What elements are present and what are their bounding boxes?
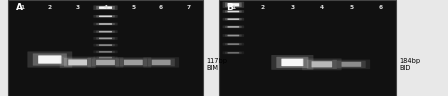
FancyBboxPatch shape — [88, 57, 124, 68]
FancyBboxPatch shape — [93, 30, 117, 33]
FancyBboxPatch shape — [332, 60, 370, 69]
Text: 6: 6 — [379, 5, 383, 10]
FancyBboxPatch shape — [33, 53, 67, 66]
FancyBboxPatch shape — [225, 43, 241, 45]
FancyBboxPatch shape — [96, 6, 115, 9]
Text: A: A — [16, 3, 23, 12]
FancyBboxPatch shape — [223, 26, 244, 28]
Text: 1: 1 — [20, 5, 24, 10]
Text: 2: 2 — [261, 5, 265, 10]
FancyBboxPatch shape — [99, 38, 112, 39]
FancyBboxPatch shape — [223, 10, 244, 13]
FancyBboxPatch shape — [228, 11, 239, 12]
FancyBboxPatch shape — [27, 51, 72, 68]
FancyBboxPatch shape — [68, 59, 87, 65]
FancyBboxPatch shape — [93, 15, 117, 18]
FancyBboxPatch shape — [337, 61, 366, 68]
FancyBboxPatch shape — [223, 51, 244, 54]
FancyBboxPatch shape — [228, 18, 239, 20]
FancyBboxPatch shape — [99, 16, 112, 17]
FancyBboxPatch shape — [307, 60, 337, 69]
FancyBboxPatch shape — [93, 23, 117, 25]
FancyBboxPatch shape — [281, 59, 303, 66]
Text: 5: 5 — [131, 5, 135, 10]
Text: 7: 7 — [187, 5, 191, 10]
FancyBboxPatch shape — [93, 44, 117, 46]
Text: B: B — [226, 3, 233, 12]
FancyBboxPatch shape — [225, 34, 241, 37]
FancyBboxPatch shape — [60, 57, 95, 68]
Text: 4: 4 — [103, 5, 108, 10]
FancyBboxPatch shape — [225, 18, 241, 20]
FancyBboxPatch shape — [92, 58, 119, 66]
FancyBboxPatch shape — [225, 26, 241, 28]
Bar — [8, 0, 203, 96]
FancyBboxPatch shape — [228, 26, 239, 28]
FancyBboxPatch shape — [143, 57, 179, 68]
FancyBboxPatch shape — [120, 58, 147, 66]
FancyBboxPatch shape — [38, 55, 61, 64]
FancyBboxPatch shape — [223, 18, 244, 21]
FancyBboxPatch shape — [99, 51, 112, 53]
FancyBboxPatch shape — [228, 52, 239, 54]
FancyBboxPatch shape — [223, 34, 244, 37]
FancyBboxPatch shape — [311, 61, 332, 67]
FancyBboxPatch shape — [96, 15, 115, 17]
FancyBboxPatch shape — [116, 57, 151, 68]
FancyBboxPatch shape — [223, 2, 244, 8]
FancyBboxPatch shape — [96, 51, 115, 53]
FancyBboxPatch shape — [96, 23, 115, 25]
FancyBboxPatch shape — [96, 44, 115, 46]
FancyBboxPatch shape — [302, 58, 341, 70]
Text: 4: 4 — [320, 5, 324, 10]
FancyBboxPatch shape — [152, 60, 171, 65]
FancyBboxPatch shape — [99, 44, 112, 46]
FancyBboxPatch shape — [93, 56, 117, 59]
FancyBboxPatch shape — [341, 62, 361, 67]
FancyBboxPatch shape — [96, 37, 115, 39]
FancyBboxPatch shape — [96, 31, 115, 33]
FancyBboxPatch shape — [276, 57, 308, 68]
FancyBboxPatch shape — [124, 60, 143, 65]
FancyBboxPatch shape — [99, 57, 112, 58]
Text: 5: 5 — [349, 5, 353, 10]
Bar — [219, 0, 396, 96]
FancyBboxPatch shape — [225, 2, 241, 7]
FancyBboxPatch shape — [93, 5, 117, 10]
Text: 184bp
BID: 184bp BID — [399, 58, 420, 71]
FancyBboxPatch shape — [228, 3, 239, 6]
FancyBboxPatch shape — [99, 31, 112, 32]
FancyBboxPatch shape — [93, 37, 117, 40]
FancyBboxPatch shape — [96, 57, 115, 59]
Text: 3: 3 — [290, 5, 294, 10]
FancyBboxPatch shape — [223, 43, 244, 46]
FancyBboxPatch shape — [228, 43, 239, 45]
FancyBboxPatch shape — [147, 58, 175, 66]
FancyBboxPatch shape — [99, 6, 112, 9]
Text: 117bp
BIM: 117bp BIM — [207, 58, 228, 71]
Text: 6: 6 — [159, 5, 163, 10]
Text: 3: 3 — [76, 5, 80, 10]
FancyBboxPatch shape — [225, 52, 241, 54]
FancyBboxPatch shape — [271, 55, 314, 70]
FancyBboxPatch shape — [228, 35, 239, 36]
FancyBboxPatch shape — [225, 10, 241, 13]
FancyBboxPatch shape — [93, 50, 117, 53]
Text: 1: 1 — [231, 5, 236, 10]
FancyBboxPatch shape — [64, 58, 91, 67]
FancyBboxPatch shape — [96, 60, 115, 65]
Text: 2: 2 — [48, 5, 52, 10]
FancyBboxPatch shape — [99, 23, 112, 25]
